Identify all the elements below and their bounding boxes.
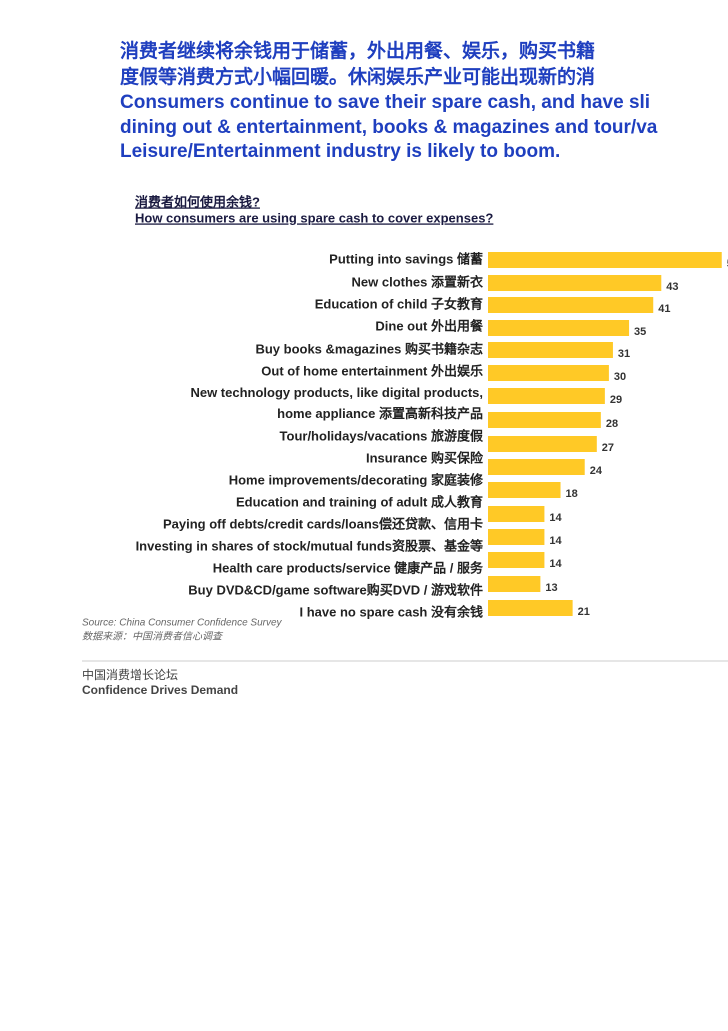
category-label-line: New technology products, like digital pr… bbox=[190, 385, 483, 400]
category-label: New clothes 添置新衣 bbox=[352, 274, 483, 289]
bar bbox=[488, 275, 662, 291]
category-label: Health care products/service 健康产品 / 服务 bbox=[213, 560, 484, 575]
title-line: dining out & entertainment, books & maga… bbox=[120, 117, 658, 138]
bar bbox=[488, 365, 609, 381]
category-label: Out of home entertainment 外出娱乐 bbox=[261, 363, 483, 378]
value-label: 43 bbox=[666, 281, 678, 293]
value-label: 29 bbox=[610, 394, 622, 406]
bar bbox=[488, 529, 545, 545]
value-label: 41 bbox=[658, 303, 670, 315]
category-label: Buy books &magazines 购买书籍杂志 bbox=[255, 341, 483, 356]
value-label: 13 bbox=[545, 582, 557, 594]
value-label: 31 bbox=[618, 348, 630, 360]
category-label: Insurance 购买保险 bbox=[366, 450, 484, 465]
value-label: 14 bbox=[549, 535, 562, 547]
bar bbox=[488, 388, 605, 404]
category-label: Putting into savings 储蓄 bbox=[329, 251, 483, 266]
source: 数据来源：中国消费者信心调查 bbox=[82, 631, 224, 643]
bar bbox=[488, 320, 630, 336]
title-line: Consumers continue to save their spare c… bbox=[120, 92, 650, 113]
value-label: 14 bbox=[549, 558, 562, 570]
value-label: 58 bbox=[727, 258, 728, 270]
value-label: 27 bbox=[602, 442, 614, 454]
category-label: Tour/holidays/vacations 旅游度假 bbox=[280, 428, 484, 443]
bar bbox=[488, 297, 654, 313]
bar bbox=[488, 436, 597, 452]
value-label: 14 bbox=[549, 512, 562, 524]
category-label: Home improvements/decorating 家庭装修 bbox=[229, 472, 484, 487]
bar bbox=[488, 252, 722, 268]
bar bbox=[488, 412, 601, 428]
value-label: 35 bbox=[634, 326, 646, 338]
category-label: Buy DVD&CD/game software购买DVD / 游戏软件 bbox=[188, 582, 483, 597]
category-label: New technology products, like digital pr… bbox=[190, 385, 483, 421]
subtitle: 消费者如何使用余钱? bbox=[135, 194, 260, 209]
bar bbox=[488, 506, 545, 522]
value-label: 28 bbox=[606, 418, 618, 430]
subtitle: How consumers are using spare cash to co… bbox=[135, 210, 493, 225]
title-line: 度假等消费方式小幅回暖。休闲娱乐产业可能出现新的消 bbox=[120, 65, 595, 88]
bar bbox=[488, 552, 545, 568]
value-label: 21 bbox=[578, 606, 590, 618]
bar bbox=[488, 482, 561, 498]
value-label: 18 bbox=[566, 488, 578, 500]
category-label: Investing in shares of stock/mutual fund… bbox=[136, 538, 483, 553]
category-label: Education of child 子女教育 bbox=[315, 296, 483, 311]
title-line: Leisure/Entertainment industry is likely… bbox=[120, 141, 560, 162]
category-label: Dine out 外出用餐 bbox=[375, 318, 484, 333]
title-line: 消费者继续将余钱用于储蓄，外出用餐、娱乐，购买书籍 bbox=[120, 39, 595, 62]
value-label: 30 bbox=[614, 371, 626, 383]
bar bbox=[488, 459, 585, 475]
source: Source: China Consumer Confidence Survey bbox=[82, 618, 283, 629]
footer: Confidence Drives Demand bbox=[82, 683, 238, 697]
category-label: I have no spare cash 没有余钱 bbox=[299, 604, 483, 619]
category-label: Paying off debts/credit cards/loans偿还贷款、… bbox=[163, 516, 483, 531]
category-label-line: home appliance 添置高新科技产品 bbox=[277, 406, 483, 421]
bar bbox=[488, 342, 613, 358]
value-label: 24 bbox=[590, 465, 603, 477]
footer: 中国消费增长论坛 bbox=[82, 667, 178, 682]
category-label: Education and training of adult 成人教育 bbox=[236, 494, 483, 509]
bar bbox=[488, 600, 573, 616]
bar bbox=[488, 576, 541, 592]
